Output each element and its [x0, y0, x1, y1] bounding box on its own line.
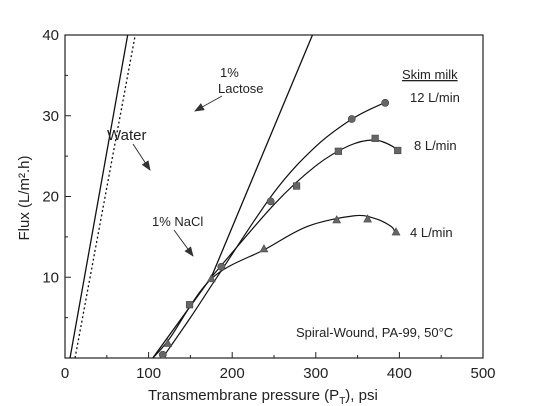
flow-8-label: 8 L/min — [414, 138, 457, 153]
x-tick-label-500: 500 — [470, 365, 495, 382]
x-axis-title: Transmembrane pressure (PT), psi — [148, 387, 378, 406]
data-point-8-l-min-3 — [334, 147, 342, 155]
data-point-12-l-min-1 — [158, 350, 167, 359]
condition-label: Spiral-Wound, PA-99, 50°C — [296, 325, 453, 340]
data-point-12-l-min-4 — [347, 115, 356, 123]
x-axis-title-main: Transmembrane pressure (P — [148, 387, 339, 404]
skim-milk-label: Skim milk — [402, 67, 458, 82]
lactose-arrow — [194, 95, 223, 112]
y-tick-label-10: 10 — [42, 269, 59, 286]
flow-4-label: 4 L/min — [410, 225, 453, 240]
y-tick-label-30: 30 — [42, 108, 59, 125]
data-point-8-l-min-2 — [292, 182, 301, 190]
annotations: Water 1% Lactose 1% NaCl Skim milk 12 L/… — [107, 65, 460, 340]
series-curve-8-l-min — [210, 139, 396, 278]
marker-layer — [158, 98, 402, 359]
x-tick-label-200: 200 — [220, 365, 245, 382]
lactose-label-1: 1% — [220, 65, 239, 80]
data-point-4-l-min-3 — [259, 244, 269, 253]
data-point-4-l-min-6 — [391, 227, 401, 236]
series-line-1pct-lactose — [74, 34, 136, 359]
x-tick-label-400: 400 — [387, 365, 412, 382]
series-line-water — [69, 34, 129, 359]
data-point-8-l-min-4 — [371, 134, 379, 142]
series-curve-4-l-min — [152, 214, 396, 359]
data-point-12-l-min-2 — [217, 262, 226, 271]
tick-labels: 0 100 200 300 400 500 10 20 30 40 — [42, 27, 495, 382]
water-label: Water — [107, 127, 146, 144]
series-layer — [69, 34, 396, 359]
data-point-4-l-min-5 — [363, 214, 373, 223]
x-axis-title-subscript: T — [339, 396, 345, 406]
nacl-label: 1% NaCl — [152, 214, 203, 229]
water-arrow — [132, 143, 151, 171]
y-axis-title: Flux (L/m².h) — [16, 155, 33, 240]
data-point-8-l-min-1 — [185, 301, 194, 309]
flow-12-label: 12 L/min — [410, 90, 460, 105]
nacl-arrow — [173, 229, 194, 257]
data-point-12-l-min-3 — [266, 197, 275, 206]
x-tick-label-0: 0 — [61, 365, 69, 382]
axis-ticks — [64, 34, 484, 358]
data-point-8-l-min-5 — [394, 146, 402, 155]
y-tick-label-40: 40 — [42, 27, 59, 44]
data-point-4-l-min-2 — [206, 274, 216, 283]
x-tick-label-100: 100 — [136, 365, 161, 382]
lactose-label-2: Lactose — [218, 81, 264, 96]
data-point-4-l-min-1 — [163, 338, 173, 347]
x-tick-label-300: 300 — [303, 365, 328, 382]
x-axis-title-tail: ), psi — [345, 387, 378, 404]
data-point-4-l-min-4 — [332, 215, 342, 224]
y-tick-label-20: 20 — [42, 189, 59, 206]
data-point-12-l-min-5 — [381, 98, 390, 107]
plot-frame — [64, 34, 484, 359]
series-curve-12-l-min — [163, 101, 387, 357]
